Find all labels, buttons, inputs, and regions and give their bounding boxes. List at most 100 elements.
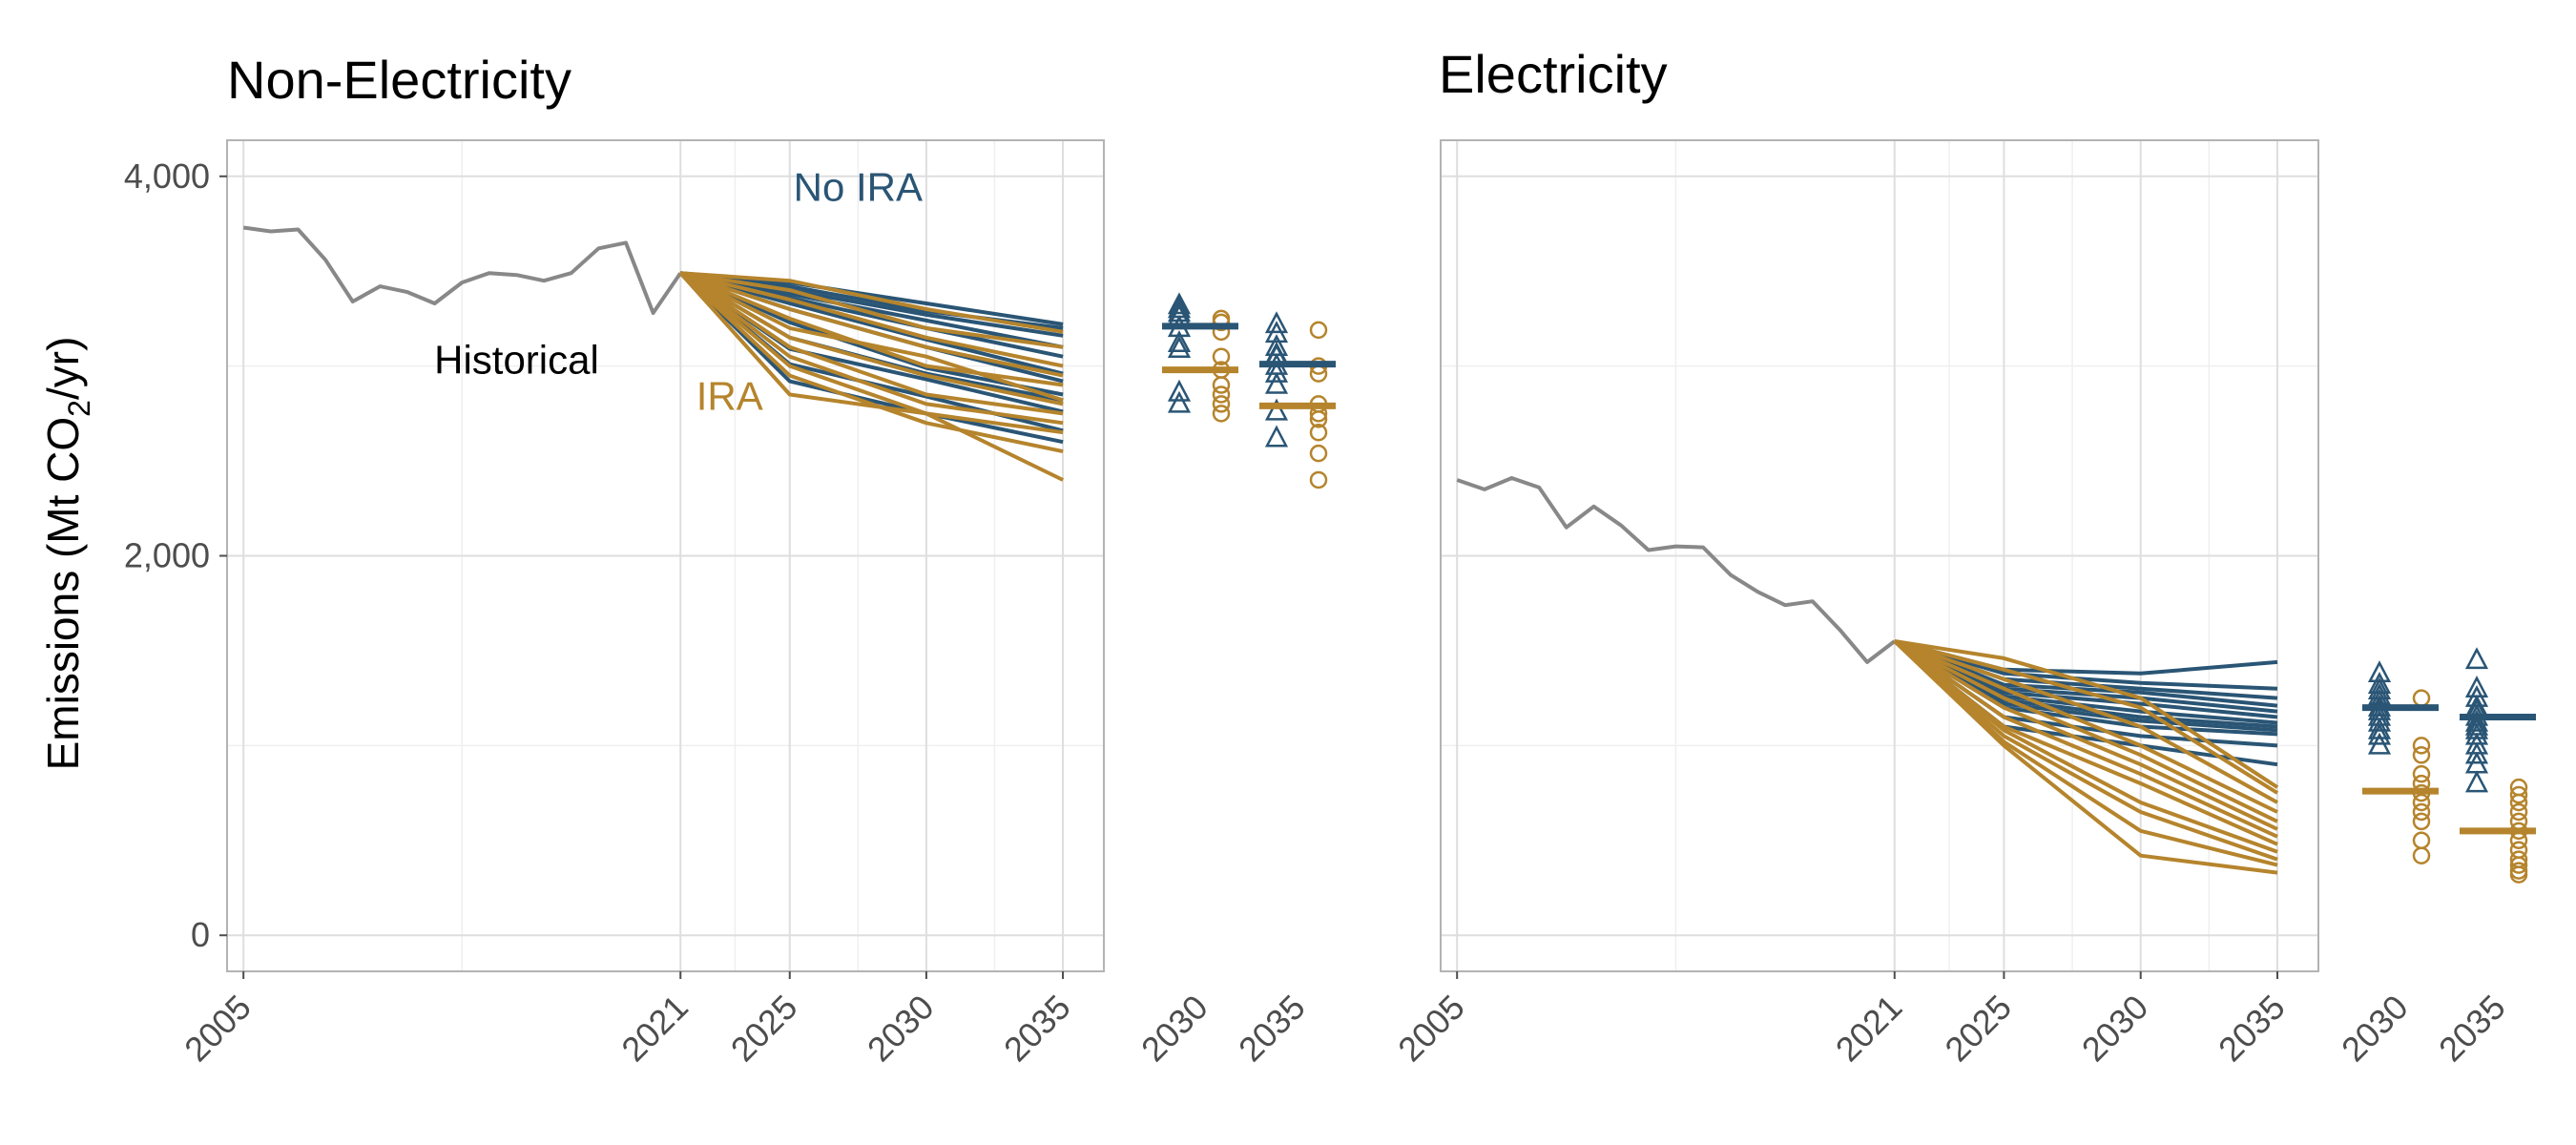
y-axis-label-subscript: 2 <box>62 400 96 417</box>
panel-electricity: Electricity 2005 2021 2025 2030 2035 2030 2035 <box>1390 44 2536 1069</box>
no-ira-summary-point <box>1167 390 1192 413</box>
summary-x-tick-label: 2030 <box>2334 988 2416 1070</box>
no-ira-summary-point <box>2367 709 2392 732</box>
no-ira-summary-point <box>2367 732 2392 755</box>
ira-scenario-line <box>678 271 1064 454</box>
no-ira-summary-point <box>2464 647 2489 670</box>
panel-non-electricity: Non-Electricity 0 2,000 4,000 2005 2021 2025 2… <box>124 50 1336 1069</box>
ira-summary-point <box>1212 313 1231 332</box>
ira-summary-point <box>2412 812 2431 831</box>
ira-summary-point <box>1309 321 1328 340</box>
ira-scenario-line <box>1893 639 2278 823</box>
ira-summary-point <box>1309 444 1328 463</box>
ira-summary-point <box>2412 746 2431 764</box>
x-tick-label: 2035 <box>2211 988 2293 1070</box>
x-tick-label: 2030 <box>860 988 942 1070</box>
no-ira-summary-point <box>1167 292 1192 315</box>
grid <box>227 140 1104 971</box>
grid <box>1441 140 2318 971</box>
ira-summary-point <box>2412 737 2431 755</box>
ira-summary-point <box>2412 793 2431 812</box>
x-tick-label: 2021 <box>613 988 696 1070</box>
ira-summary-point <box>1212 405 1231 423</box>
panel-border <box>1440 139 2319 972</box>
no-ira-summary-point <box>2464 741 2489 764</box>
no-ira-summary-point <box>1264 425 1289 448</box>
ira-scenario-line <box>1894 639 2278 814</box>
no-ira-summary-point <box>1264 371 1289 394</box>
x-tick-label: 2005 <box>177 988 259 1070</box>
no-ira-summary-point <box>2464 770 2489 793</box>
ira-scenario-line <box>1894 639 2278 804</box>
no-ira-summary-point <box>2464 709 2489 732</box>
ira-scenario-line <box>679 271 1064 378</box>
no-ira-summary-point <box>2367 717 2392 739</box>
ira-scenario-line <box>678 271 1064 435</box>
x-tick-label: 2005 <box>1390 988 1472 1070</box>
ira-scenario-line <box>1894 639 2279 789</box>
no-ira-summary-point <box>1167 300 1192 323</box>
no-ira-summary-point <box>2464 717 2489 739</box>
ira-summary-point <box>2509 856 2528 874</box>
ira-scenario-line <box>679 271 1064 349</box>
y-tick-label: 2,000 <box>124 536 210 575</box>
ira-scenario-line <box>679 271 1064 406</box>
annotation-no_ira: No IRA <box>794 165 923 210</box>
historical-line <box>242 225 682 315</box>
x-tick-label: 2025 <box>723 988 805 1070</box>
ira-summary-point <box>1309 423 1328 442</box>
ira-summary-point <box>1309 470 1328 489</box>
ira-summary-point <box>1212 385 1231 404</box>
no-ira-summary-point <box>1264 360 1289 383</box>
ira-summary-point <box>2412 846 2431 864</box>
summary-x-tick-label: 2030 <box>1133 988 1215 1070</box>
panel-title-non-electricity: Non-Electricity <box>227 50 571 110</box>
ira-summary-point <box>2412 831 2431 850</box>
summary-x-tick-label: 2035 <box>1231 988 1313 1070</box>
no-ira-summary-point <box>2367 682 2392 705</box>
x-tick-label: 2030 <box>2074 988 2156 1070</box>
no-ira-summary-point <box>1264 311 1289 334</box>
ira-scenario-line <box>680 271 1064 334</box>
ira-summary-point <box>2509 802 2528 822</box>
ira-scenario-line <box>678 271 1064 482</box>
ira-scenario-line <box>1893 639 2278 875</box>
ira-scenario-line <box>679 271 1064 403</box>
y-axis-label: Emissions (Mt CO2/yr) <box>38 337 96 771</box>
y-tick-label: 0 <box>191 915 210 954</box>
ira-summary-point <box>2509 785 2528 804</box>
ira-scenario-line <box>679 271 1064 368</box>
x-tick-label: 2035 <box>996 988 1078 1070</box>
no-ira-summary-point <box>1264 321 1289 344</box>
y-axis-label-main: Emissions (Mt CO <box>38 417 88 771</box>
no-ira-summary-point <box>1167 336 1192 358</box>
ira-summary-point <box>1212 395 1231 413</box>
ira-summary-point <box>1212 376 1231 394</box>
no-ira-summary-point <box>1167 330 1192 353</box>
ira-scenario-line <box>679 271 1064 416</box>
ira-summary-point <box>1212 347 1231 365</box>
ira-summary-point <box>2412 802 2431 822</box>
annotation-historical: Historical <box>434 338 599 383</box>
x-tick-label: 2021 <box>1828 988 1910 1070</box>
y-tick-label: 4,000 <box>124 156 210 196</box>
ira-summary-point <box>2509 793 2528 812</box>
ira-scenario-line <box>678 271 1064 426</box>
ira-summary-point <box>2412 764 2431 783</box>
ira-summary-point <box>2412 689 2431 707</box>
no-ira-summary-point <box>2367 722 2392 745</box>
summary-x-tick-label: 2035 <box>2431 988 2513 1070</box>
annotation-ira: IRA <box>696 373 763 418</box>
x-tick-label: 2025 <box>1937 988 2019 1070</box>
y-axis-label-end: /yr) <box>38 337 88 400</box>
ira-summary-point <box>1309 410 1328 428</box>
ira-scenario-line <box>1893 639 2278 862</box>
panel-title-electricity: Electricity <box>1439 44 1668 104</box>
ira-scenario-line <box>1893 639 2278 854</box>
historical-line <box>1456 476 1897 664</box>
no-ira-summary-point <box>1167 379 1192 402</box>
ira-summary-point <box>2509 865 2528 884</box>
ira-scenario-line <box>1893 639 2278 831</box>
no-ira-summary-point <box>1264 398 1289 421</box>
